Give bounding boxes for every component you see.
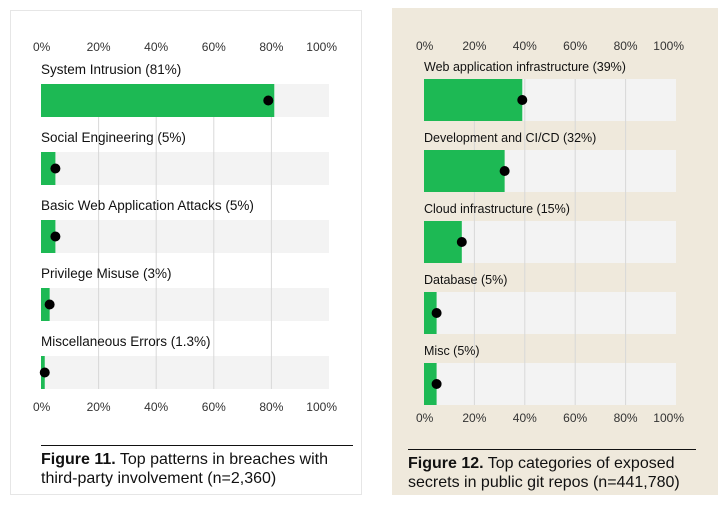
fig12-bar-0 [424,79,523,121]
fig11-bar-2 [41,220,56,253]
fig12-track-3 [424,292,676,334]
fig12-bar-4 [424,363,437,405]
fig12-bar-3 [424,292,437,334]
fig11-track-2 [41,220,329,253]
fig12-tick-bottom-0: 0% [416,411,434,425]
figure-11-caption-text: Top patterns in breaches with third-part… [41,451,328,487]
figure-11-caption: Figure 11. Top patterns in breaches with… [41,445,353,488]
figure-12-panel: Web application infrastructure (39%) Deve… [392,8,718,495]
fig12-dot-1 [499,166,510,176]
fig12-category-label-4: Misc (5%) [424,344,480,358]
fig11-tick-bottom-5: 100% [306,400,337,414]
fig11-bar-0 [41,84,275,117]
fig11-tick-top-2: 40% [144,40,168,54]
fig11-dot-2 [50,231,61,242]
figure-11-chart: System Intrusion (81%) Social Engineering… [33,40,337,414]
fig11-tick-top-5: 100% [306,40,337,54]
fig11-category-label-4: Miscellaneous Errors (1.3%) [41,334,211,349]
fig11-track-4 [41,356,329,389]
fig11-tick-top-0: 0% [33,40,51,54]
fig11-dot-0 [263,95,274,106]
fig12-tick-bottom-5: 100% [653,411,684,425]
fig11-tick-top-1: 20% [87,40,111,54]
fig12-category-label-0: Web application infrastructure (39%) [424,60,626,74]
figure-12-caption-label: Figure 12. [408,455,484,472]
fig12-bar-1 [424,150,505,192]
fig12-category-label-2: Cloud infrastructure (15%) [424,202,570,216]
fig11-dot-1 [50,163,61,174]
fig12-dot-2 [456,237,467,247]
fig11-category-label-2: Basic Web Application Attacks (5%) [41,198,254,213]
fig11-tick-bottom-1: 20% [87,400,111,414]
figure-12-chart: Web application infrastructure (39%) Deve… [416,39,684,425]
fig12-tick-bottom-2: 40% [513,411,537,425]
fig11-track-1 [41,152,329,185]
fig11-category-label-3: Privilege Misuse (3%) [41,266,172,281]
fig12-dot-0 [517,95,528,105]
fig11-dot-4 [39,367,50,378]
fig11-tick-top-3: 60% [202,40,226,54]
fig12-dot-3 [431,308,442,318]
fig11-tick-top-4: 80% [259,40,283,54]
fig12-tick-bottom-3: 60% [563,411,587,425]
fig11-dot-3 [44,299,55,310]
figure-12-caption: Figure 12. Top categories of exposed sec… [408,449,696,492]
fig11-bar-1 [41,152,56,185]
fig11-tick-bottom-3: 60% [202,400,226,414]
fig12-tick-bottom-4: 80% [614,411,638,425]
fig12-bar-2 [424,221,462,263]
fig11-track-3 [41,288,329,321]
fig12-tick-top-1: 20% [462,39,486,53]
fig12-tick-top-0: 0% [416,39,434,53]
fig12-tick-top-3: 60% [563,39,587,53]
fig12-track-4 [424,363,676,405]
fig12-category-label-1: Development and CI/CD (32%) [424,131,596,145]
fig12-tick-bottom-1: 20% [462,411,486,425]
fig11-tick-bottom-4: 80% [259,400,283,414]
fig12-tick-top-2: 40% [513,39,537,53]
fig11-category-label-1: Social Engineering (5%) [41,130,186,145]
figure-12-caption-text: Top categories of exposed secrets in pub… [408,455,680,491]
fig11-tick-bottom-2: 40% [144,400,168,414]
fig12-dot-4 [431,379,442,389]
fig12-tick-top-5: 100% [653,39,684,53]
figure-11-panel: System Intrusion (81%) Social Engineering… [10,10,362,495]
fig11-category-label-0: System Intrusion (81%) [41,62,181,77]
fig12-category-label-3: Database (5%) [424,273,507,287]
fig12-tick-top-4: 80% [614,39,638,53]
figure-11-caption-label: Figure 11. [41,451,116,468]
fig11-tick-bottom-0: 0% [33,400,51,414]
